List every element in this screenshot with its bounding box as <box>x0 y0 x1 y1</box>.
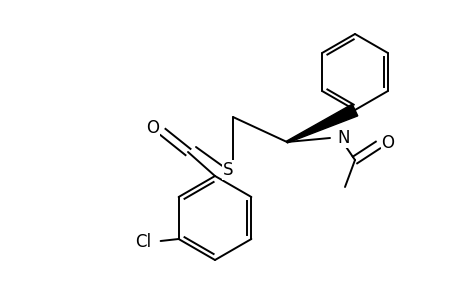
Text: O: O <box>381 134 394 152</box>
Text: Cl: Cl <box>135 233 151 251</box>
Text: O: O <box>146 119 159 137</box>
Polygon shape <box>286 104 357 143</box>
Text: S: S <box>222 161 233 179</box>
Text: N: N <box>337 129 349 147</box>
